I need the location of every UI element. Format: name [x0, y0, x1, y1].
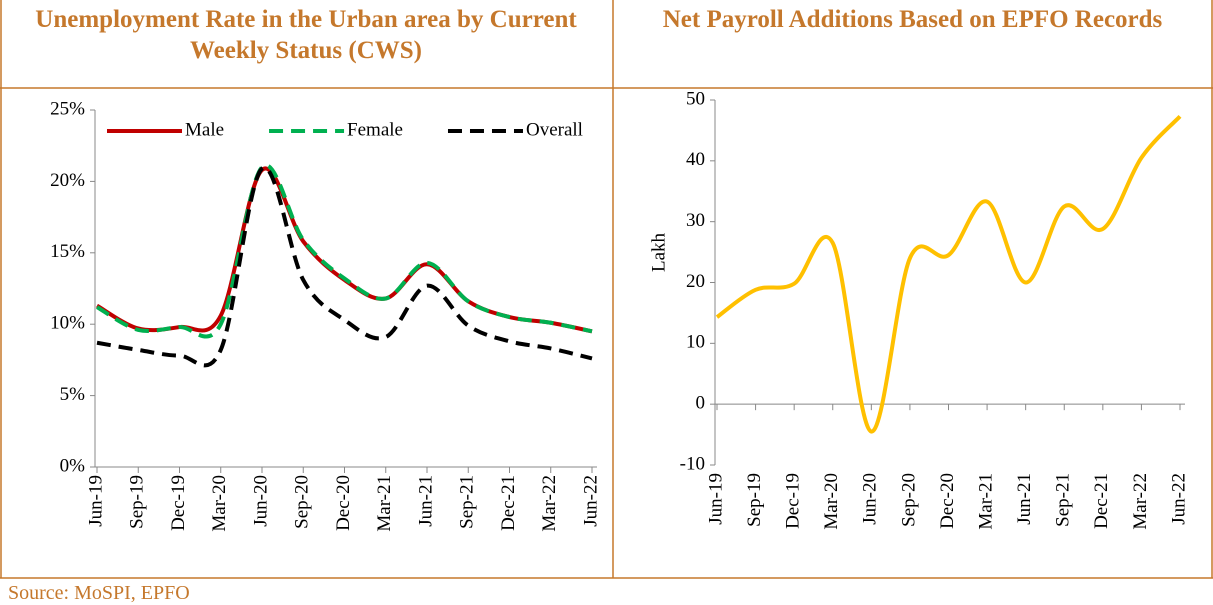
- x-tick-label: Jun-19: [85, 475, 106, 527]
- x-tick-label: Dec-19: [783, 473, 804, 529]
- y-tick-label: 20%: [50, 170, 85, 191]
- x-tick-label: Sep-21: [1053, 473, 1074, 527]
- x-tick-label: Mar-22: [539, 475, 560, 532]
- y-tick-label: 30: [686, 210, 705, 231]
- y-tick-label: 25%: [50, 98, 85, 119]
- legend-label: Female: [347, 119, 403, 140]
- x-tick-label: Sep-19: [127, 475, 148, 529]
- x-tick-label: Jun-20: [860, 473, 881, 525]
- x-tick-label: Sep-19: [744, 473, 765, 527]
- y-tick-label: 5%: [60, 384, 86, 405]
- x-tick-label: Mar-22: [1130, 473, 1151, 530]
- x-tick-label: Sep-21: [457, 475, 478, 529]
- x-tick-label: Jun-20: [250, 475, 271, 527]
- x-tick-label: Dec-20: [937, 473, 958, 529]
- chart-title: Unemployment Rate in the Urban area by C…: [35, 6, 577, 64]
- y-tick-label: -10: [680, 453, 705, 474]
- y-tick-label: 20: [686, 271, 705, 292]
- series-line: [95, 166, 593, 334]
- series-line: [715, 115, 1182, 434]
- x-tick-label: Mar-21: [975, 473, 996, 530]
- legend-label: Overall: [526, 119, 583, 140]
- x-tick-label: Mar-20: [209, 475, 230, 532]
- frame: [0, 0, 1213, 579]
- x-tick-label: Jun-19: [705, 473, 726, 525]
- y-tick-label: 40: [686, 149, 705, 170]
- y-tick-label: 50: [686, 88, 705, 109]
- x-tick-label: Dec-21: [498, 475, 519, 531]
- x-tick-label: Dec-20: [333, 475, 354, 531]
- series-line: [95, 163, 593, 339]
- x-tick-label: Jun-21: [415, 475, 436, 527]
- x-tick-label: Dec-19: [168, 475, 189, 531]
- y-tick-label: 15%: [50, 241, 85, 262]
- series-line: [96, 165, 593, 368]
- y-tick-label: 0: [696, 393, 706, 414]
- x-tick-label: Sep-20: [898, 473, 919, 527]
- y-tick-label: 10: [686, 332, 705, 353]
- x-tick-label: Mar-21: [374, 475, 395, 532]
- x-tick-label: Jun-21: [1014, 473, 1035, 525]
- y-tick-label: 10%: [50, 313, 85, 334]
- chart-title: Net Payroll Additions Based on EPFO Reco…: [662, 6, 1163, 33]
- legend-label: Male: [185, 119, 224, 140]
- x-tick-label: Jun-22: [1168, 473, 1189, 525]
- x-tick-label: Sep-20: [292, 475, 313, 529]
- x-tick-label: Dec-21: [1091, 473, 1112, 529]
- y-axis-label: Lakh: [648, 232, 669, 272]
- x-tick-label: Jun-22: [580, 475, 601, 527]
- y-tick-label: 0%: [60, 455, 86, 476]
- source: Source: MoSPI, EPFO: [8, 582, 190, 604]
- x-tick-label: Mar-20: [821, 473, 842, 530]
